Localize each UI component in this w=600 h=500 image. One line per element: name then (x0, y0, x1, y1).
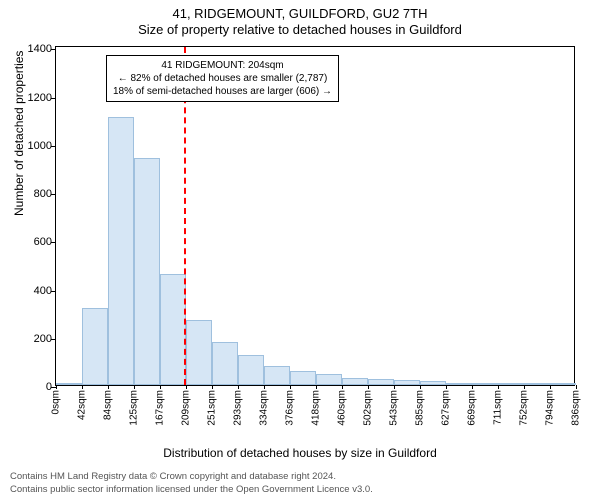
xtick-mark (82, 385, 83, 389)
xtick-mark (394, 385, 395, 389)
ytick-mark (51, 242, 56, 243)
ytick-mark (51, 146, 56, 147)
histogram-bar (394, 380, 420, 385)
xtick-label: 585sqm (415, 390, 426, 426)
xtick-label: 293sqm (233, 390, 244, 426)
histogram-bar (498, 383, 524, 385)
xtick-label: 84sqm (103, 390, 114, 420)
histogram-bar (368, 379, 394, 385)
ytick-label: 600 (34, 236, 52, 248)
page-title: 41, RIDGEMOUNT, GUILDFORD, GU2 7TH (0, 0, 600, 22)
histogram-bar (472, 383, 498, 385)
histogram-bar (134, 158, 160, 385)
histogram-bar (342, 378, 368, 385)
xtick-label: 669sqm (467, 390, 478, 426)
histogram-bar (238, 355, 264, 385)
xtick-mark (498, 385, 499, 389)
ytick-mark (51, 291, 56, 292)
xtick-mark (108, 385, 109, 389)
xtick-mark (316, 385, 317, 389)
xtick-mark (56, 385, 57, 389)
ytick-mark (51, 98, 56, 99)
xtick-label: 251sqm (207, 390, 218, 426)
plot-region: 41 RIDGEMOUNT: 204sqm ← 82% of detached … (55, 46, 575, 386)
xtick-mark (576, 385, 577, 389)
xtick-label: 209sqm (181, 390, 192, 426)
xtick-mark (446, 385, 447, 389)
xtick-label: 376sqm (285, 390, 296, 426)
x-axis-label: Distribution of detached houses by size … (0, 446, 600, 460)
annotation-line1: 41 RIDGEMOUNT: 204sqm (113, 59, 332, 72)
xtick-mark (368, 385, 369, 389)
histogram-bar (524, 383, 550, 385)
xtick-label: 125sqm (129, 390, 140, 426)
y-axis-label: Number of detached properties (12, 51, 26, 216)
xtick-mark (420, 385, 421, 389)
ytick-label: 400 (34, 285, 52, 297)
histogram-bar (186, 320, 212, 385)
footer-line1: Contains HM Land Registry data © Crown c… (10, 471, 590, 483)
xtick-label: 42sqm (77, 390, 88, 420)
xtick-mark (134, 385, 135, 389)
xtick-mark (160, 385, 161, 389)
annotation-line2: ← 82% of detached houses are smaller (2,… (113, 72, 332, 85)
ytick-label: 1000 (28, 140, 52, 152)
ytick-label: 200 (34, 333, 52, 345)
histogram-bar (550, 383, 576, 385)
histogram-bar (160, 274, 186, 385)
histogram-bar (446, 383, 472, 385)
xtick-mark (524, 385, 525, 389)
xtick-label: 794sqm (545, 390, 556, 426)
histogram-bar (420, 381, 446, 385)
xtick-mark (212, 385, 213, 389)
histogram-bar (82, 308, 108, 385)
histogram-bar (264, 366, 290, 385)
xtick-label: 0sqm (51, 390, 62, 414)
xtick-label: 460sqm (337, 390, 348, 426)
xtick-mark (264, 385, 265, 389)
histogram-bar (56, 383, 82, 385)
footer: Contains HM Land Registry data © Crown c… (10, 471, 590, 496)
xtick-mark (186, 385, 187, 389)
xtick-mark (472, 385, 473, 389)
annotation-line3: 18% of semi-detached houses are larger (… (113, 85, 332, 98)
histogram-bar (212, 342, 238, 385)
ytick-label: 1400 (28, 43, 52, 55)
xtick-mark (342, 385, 343, 389)
ytick-mark (51, 339, 56, 340)
xtick-label: 167sqm (155, 390, 166, 426)
xtick-mark (238, 385, 239, 389)
xtick-label: 752sqm (519, 390, 530, 426)
xtick-label: 711sqm (493, 390, 504, 425)
xtick-label: 543sqm (389, 390, 400, 426)
chart-container: 41, RIDGEMOUNT, GUILDFORD, GU2 7TH Size … (0, 0, 600, 500)
histogram-bar (108, 117, 134, 385)
xtick-label: 502sqm (363, 390, 374, 426)
xtick-label: 334sqm (259, 390, 270, 426)
xtick-label: 836sqm (571, 390, 582, 426)
histogram-bar (316, 374, 342, 385)
annotation-box: 41 RIDGEMOUNT: 204sqm ← 82% of detached … (106, 55, 339, 102)
histogram-bar (290, 371, 316, 385)
xtick-mark (290, 385, 291, 389)
footer-line2: Contains public sector information licen… (10, 484, 590, 496)
ytick-mark (51, 49, 56, 50)
ytick-label: 1200 (28, 92, 52, 104)
ytick-label: 800 (34, 188, 52, 200)
page-subtitle: Size of property relative to detached ho… (0, 22, 600, 38)
xtick-label: 627sqm (441, 390, 452, 426)
xtick-label: 418sqm (311, 390, 322, 426)
chart-area: 41 RIDGEMOUNT: 204sqm ← 82% of detached … (55, 46, 575, 386)
ytick-mark (51, 194, 56, 195)
xtick-mark (550, 385, 551, 389)
